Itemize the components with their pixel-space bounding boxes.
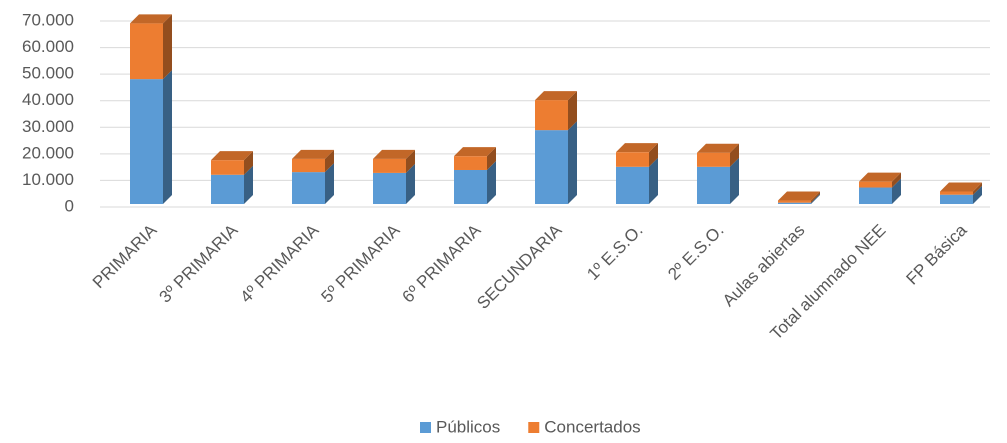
- bar-side: [730, 143, 739, 167]
- bar-side: [568, 91, 577, 131]
- bar: [535, 130, 568, 204]
- bar: [778, 202, 811, 204]
- bar-side: [892, 178, 901, 204]
- x-tick-label: 5º PRIMARIA: [318, 220, 404, 306]
- bar: [130, 79, 163, 204]
- bar: [373, 158, 406, 173]
- bar: [454, 156, 487, 170]
- bar-side: [973, 182, 982, 195]
- bar-side: [406, 163, 415, 204]
- bar-side: [325, 149, 334, 173]
- bar-side: [730, 157, 739, 204]
- bar: [859, 181, 892, 188]
- y-tick-label: 20.000: [22, 143, 74, 162]
- bar-side: [487, 160, 496, 204]
- y-tick-label: 40.000: [22, 90, 74, 109]
- y-tick-label: 0: [65, 196, 74, 215]
- x-tick-label: FP Básica: [902, 220, 970, 288]
- bar-side: [244, 165, 253, 204]
- y-tick-label: 60.000: [22, 37, 74, 56]
- x-tick-label: 2º E.S.O.: [664, 221, 727, 284]
- bar: [940, 194, 973, 204]
- legend-swatch: [420, 422, 431, 433]
- y-tick-label: 50.000: [22, 64, 74, 83]
- bar-top: [778, 191, 820, 201]
- bar-side: [973, 185, 982, 204]
- bar: [292, 172, 325, 204]
- legend-swatch: [528, 422, 540, 433]
- bar-side: [649, 157, 658, 204]
- bar: [697, 152, 730, 167]
- bar-side: [811, 193, 820, 204]
- bar-top: [130, 14, 172, 24]
- x-tick-label: 4º PRIMARIA: [237, 220, 323, 306]
- legend-label: Públicos: [436, 417, 500, 436]
- bar-top: [616, 143, 658, 153]
- x-tick-label: 3º PRIMARIA: [156, 220, 242, 306]
- x-tick-label: Aulas abiertas: [719, 221, 809, 311]
- bar-top: [535, 91, 577, 101]
- bar-side: [406, 149, 415, 173]
- bar: [373, 172, 406, 204]
- y-tick-label: 30.000: [22, 117, 74, 136]
- bar: [211, 174, 244, 204]
- y-tick-label: 10.000: [22, 170, 74, 189]
- bar-top: [292, 149, 334, 159]
- bar-side: [811, 191, 820, 203]
- bar-side: [325, 163, 334, 204]
- x-tick-label: 6º PRIMARIA: [399, 220, 485, 306]
- bar-top: [940, 182, 982, 192]
- y-tick-label: 70.000: [22, 10, 74, 29]
- bar-top: [697, 143, 739, 153]
- bar-top: [454, 147, 496, 157]
- bar-side: [244, 151, 253, 175]
- bar: [616, 166, 649, 204]
- bar-top: [373, 149, 415, 159]
- bar: [130, 23, 163, 80]
- bar-side: [487, 147, 496, 170]
- bar-top: [859, 172, 901, 182]
- bar: [940, 191, 973, 195]
- bar: [292, 158, 325, 173]
- bar: [454, 169, 487, 204]
- bar: [859, 187, 892, 204]
- bar-side: [163, 14, 172, 80]
- x-tick-label: PRIMARIA: [89, 220, 161, 292]
- x-tick-label: 1º E.S.O.: [583, 221, 646, 284]
- bar: [778, 200, 811, 203]
- x-tick-label: SECUNDARIA: [473, 220, 566, 313]
- bar: [697, 166, 730, 204]
- bar-top: [211, 151, 253, 161]
- bar: [616, 152, 649, 167]
- bar: [211, 160, 244, 175]
- bar-side: [892, 172, 901, 188]
- bar-side: [163, 70, 172, 204]
- legend-label: Concertados: [544, 417, 640, 436]
- bar-side: [649, 143, 658, 167]
- bar: [535, 100, 568, 131]
- bar-side: [568, 121, 577, 204]
